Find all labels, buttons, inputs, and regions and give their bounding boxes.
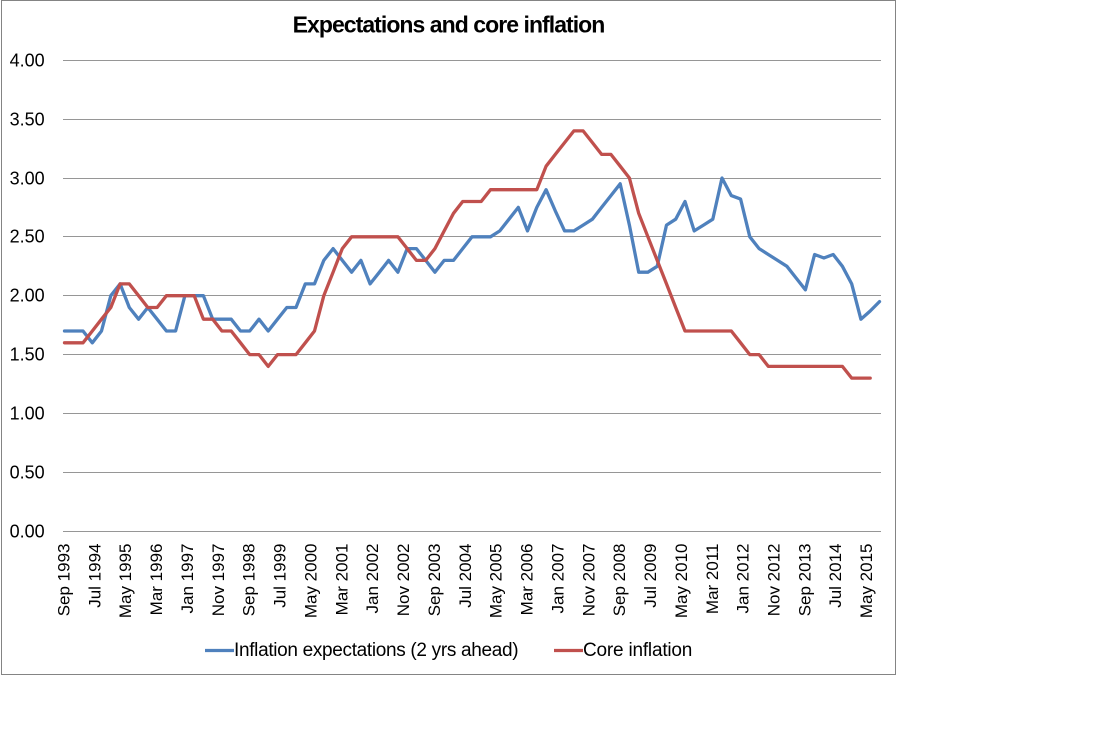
svg-text:Nov 2002: Nov 2002 bbox=[394, 544, 413, 617]
svg-text:Jul 1999: Jul 1999 bbox=[271, 544, 290, 608]
svg-text:Sep 2013: Sep 2013 bbox=[795, 544, 814, 617]
svg-text:Mar 2011: Mar 2011 bbox=[703, 544, 722, 615]
svg-text:3.00: 3.00 bbox=[10, 168, 45, 188]
svg-text:Mar 2001: Mar 2001 bbox=[332, 544, 351, 616]
svg-text:Inflation expectations (2 yrs: Inflation expectations (2 yrs ahead) bbox=[234, 640, 518, 661]
svg-text:Jul 2009: Jul 2009 bbox=[641, 544, 660, 608]
svg-text:Nov 2007: Nov 2007 bbox=[579, 544, 598, 617]
svg-text:Sep 2003: Sep 2003 bbox=[425, 544, 444, 617]
svg-text:0.50: 0.50 bbox=[10, 462, 45, 482]
svg-text:Jul 2004: Jul 2004 bbox=[456, 544, 475, 608]
svg-text:2.00: 2.00 bbox=[10, 285, 45, 305]
svg-text:Core inflation: Core inflation bbox=[583, 640, 692, 661]
svg-text:May 2015: May 2015 bbox=[857, 544, 876, 619]
svg-text:May 1995: May 1995 bbox=[116, 544, 135, 619]
svg-text:1.50: 1.50 bbox=[10, 344, 45, 364]
svg-text:Sep 2008: Sep 2008 bbox=[610, 544, 629, 617]
svg-text:Nov 1997: Nov 1997 bbox=[209, 544, 228, 617]
svg-text:Sep 1998: Sep 1998 bbox=[240, 544, 259, 617]
svg-text:Jan 2012: Jan 2012 bbox=[734, 544, 753, 614]
svg-text:May 2010: May 2010 bbox=[672, 544, 691, 619]
svg-text:2.50: 2.50 bbox=[10, 226, 45, 246]
svg-text:Jul 2014: Jul 2014 bbox=[826, 544, 845, 608]
svg-text:Nov 2012: Nov 2012 bbox=[765, 544, 784, 617]
svg-text:Jul 1994: Jul 1994 bbox=[85, 544, 104, 608]
svg-text:4.00: 4.00 bbox=[10, 50, 45, 70]
svg-text:Mar 2006: Mar 2006 bbox=[518, 544, 537, 616]
svg-text:Expectations and core inflatio: Expectations and core inflation bbox=[293, 12, 605, 38]
svg-text:Jan 2007: Jan 2007 bbox=[548, 544, 567, 614]
svg-text:May 2000: May 2000 bbox=[302, 544, 321, 619]
svg-text:Jan 2002: Jan 2002 bbox=[363, 544, 382, 614]
svg-text:0.00: 0.00 bbox=[10, 521, 45, 541]
svg-text:1.00: 1.00 bbox=[10, 403, 45, 423]
svg-text:Jan 1997: Jan 1997 bbox=[178, 544, 197, 614]
svg-text:Mar 1996: Mar 1996 bbox=[147, 544, 166, 616]
svg-text:3.50: 3.50 bbox=[10, 109, 45, 129]
svg-text:May 2005: May 2005 bbox=[487, 544, 506, 619]
svg-text:Sep 1993: Sep 1993 bbox=[55, 544, 74, 617]
